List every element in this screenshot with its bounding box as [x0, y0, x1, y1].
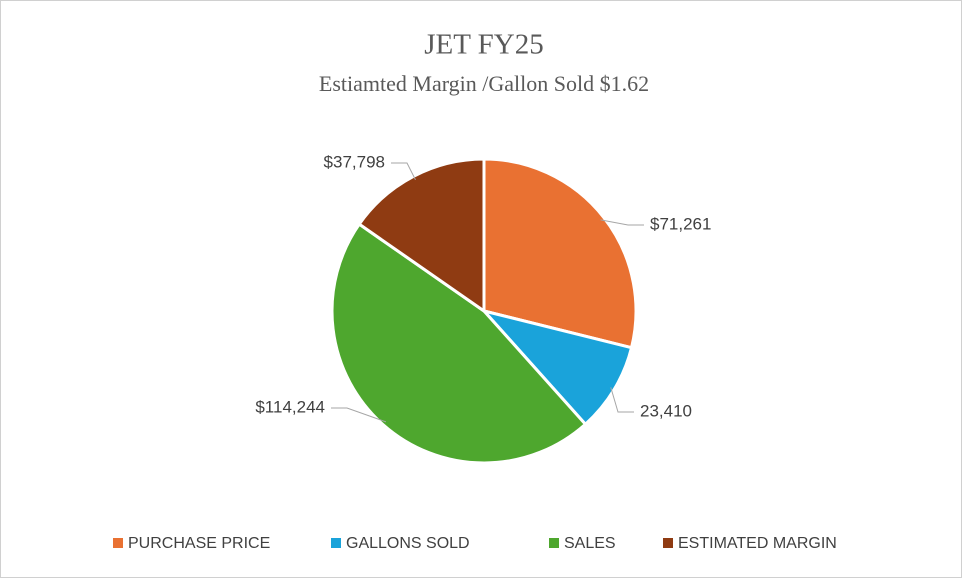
data-label: $114,244	[255, 397, 325, 416]
legend-label: ESTIMATED MARGIN	[678, 535, 837, 552]
legend-swatch	[549, 538, 559, 548]
legend-label: PURCHASE PRICE	[128, 535, 270, 552]
leader-line	[610, 387, 634, 413]
legend-swatch	[331, 538, 341, 548]
leader-line	[331, 407, 387, 423]
data-label: $37,798	[324, 152, 385, 171]
chart-title: JET FY25	[424, 29, 544, 61]
data-label: 23,410	[640, 401, 692, 420]
legend-swatch	[113, 538, 123, 548]
pie-slice	[479, 308, 634, 427]
leader-line	[391, 162, 416, 181]
legend-label: GALLONS SOLD	[346, 535, 470, 552]
data-label: $71,261	[650, 214, 711, 233]
legend-label: SALES	[564, 535, 616, 552]
pie-slice	[482, 157, 638, 350]
pie-slice	[330, 222, 588, 465]
legend-swatch	[663, 538, 673, 548]
chart-subtitle: Estiamted Margin /Gallon Sold $1.62	[319, 71, 649, 96]
leader-line	[600, 219, 644, 226]
